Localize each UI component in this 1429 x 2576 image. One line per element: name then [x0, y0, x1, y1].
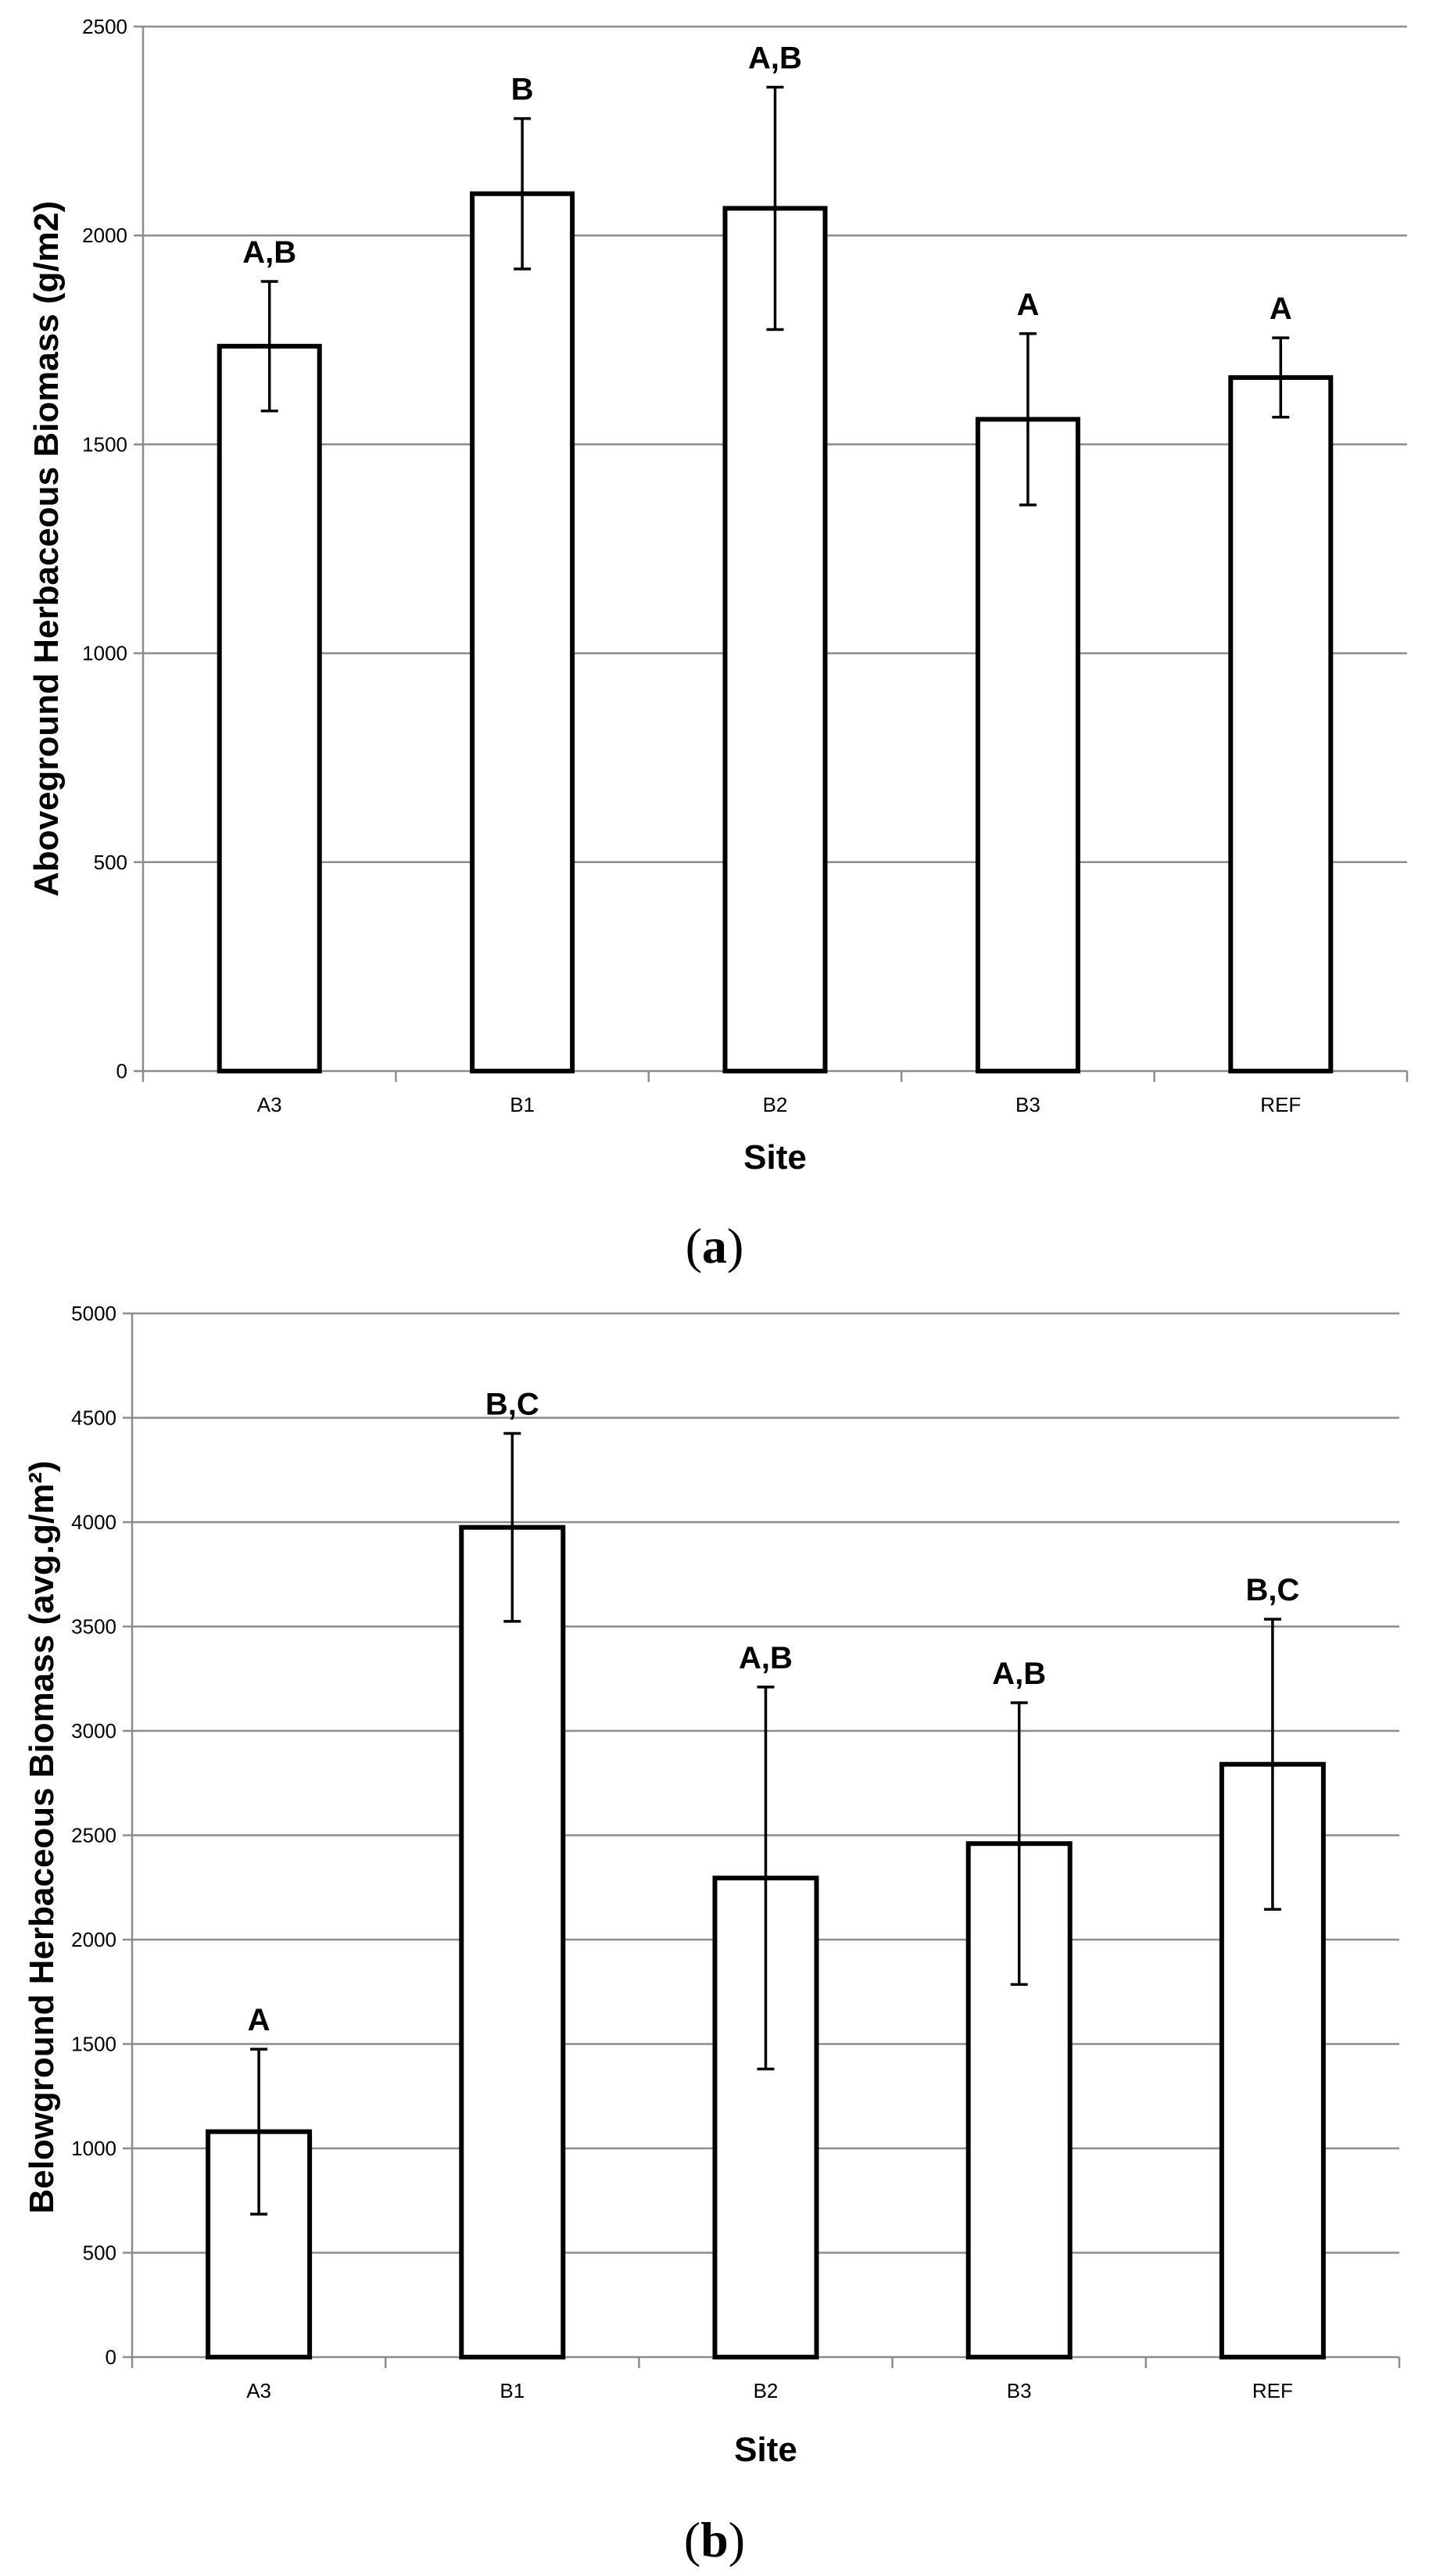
- significance-label: B: [511, 73, 534, 107]
- bar-b1: [459, 1524, 566, 2359]
- y-tick-label: 2500: [82, 15, 127, 38]
- significance-label: A: [1016, 288, 1039, 322]
- y-tick-label: 3500: [71, 1615, 116, 1639]
- panel-label: (a): [686, 1218, 744, 1274]
- y-axis-title: Belowground Herbaceous Biomass (avg.g/m²…: [23, 1460, 61, 2213]
- x-axis-title: Site: [743, 1138, 807, 1177]
- significance-label: A,B: [748, 41, 802, 75]
- panel-letter: a: [702, 1218, 727, 1274]
- panel-letter: b: [700, 2512, 729, 2567]
- y-tick-label: 5000: [71, 1302, 116, 1325]
- significance-label: A,B: [739, 1641, 793, 1675]
- y-tick-label: 0: [106, 2345, 116, 2369]
- y-tick-label: 500: [94, 851, 127, 874]
- x-tick-label: B3: [1015, 1093, 1040, 1116]
- chart-panel-a: 0 500 1000 1500 2000 2500 A,B A3 B B1 A,B B2 A B3 A REF…: [27, 15, 1409, 1274]
- x-tick-label: B1: [500, 2379, 525, 2402]
- bar-b3: [975, 417, 1080, 1073]
- significance-label: A: [248, 2003, 270, 2037]
- x-axis-title: Site: [734, 2431, 797, 2469]
- y-tick-label: 1500: [82, 432, 127, 456]
- significance-label: B,C: [485, 1388, 539, 1422]
- y-tick-label: 1500: [71, 2033, 116, 2056]
- y-tick-label: 1000: [82, 642, 127, 665]
- y-tick-label: 0: [116, 1059, 127, 1083]
- x-tick-label: A3: [257, 1093, 282, 1116]
- x-tick-label: REF: [1260, 1093, 1301, 1116]
- significance-label: A: [1270, 292, 1292, 326]
- y-axis-title: Aboveground Herbaceous Biomass (g/m2): [27, 201, 66, 897]
- y-tick-label: 4500: [71, 1406, 116, 1430]
- bar-ref: [1228, 374, 1334, 1073]
- x-tick-label: B1: [510, 1093, 535, 1116]
- x-tick-label: A3: [246, 2379, 271, 2402]
- y-tick-label: 3000: [71, 1719, 116, 1743]
- bar-b1: [470, 191, 575, 1073]
- x-tick-label: B3: [1007, 2379, 1032, 2402]
- panel-label: (b): [684, 2512, 745, 2567]
- x-tick-label: B2: [763, 1093, 788, 1116]
- y-tick-label: 1000: [71, 2137, 116, 2160]
- y-tick-label: 4000: [71, 1510, 116, 1534]
- y-tick-label: 2000: [71, 1928, 116, 1951]
- significance-label: B,C: [1245, 1573, 1299, 1607]
- bar-b2: [722, 206, 828, 1073]
- significance-label: A,B: [242, 235, 296, 270]
- chart-panel-b: 0 500 1000 1500 2000 2500 3000 3500 4000 4500 5000…: [23, 1302, 1401, 2567]
- y-tick-label: 2000: [82, 224, 127, 247]
- y-tick-label: 2500: [71, 1824, 116, 1847]
- x-tick-label: B2: [754, 2379, 779, 2402]
- x-tick-label: REF: [1252, 2379, 1293, 2402]
- y-tick-label: 500: [83, 2241, 116, 2265]
- bar-a3: [217, 343, 322, 1074]
- significance-label: A,B: [992, 1657, 1046, 1691]
